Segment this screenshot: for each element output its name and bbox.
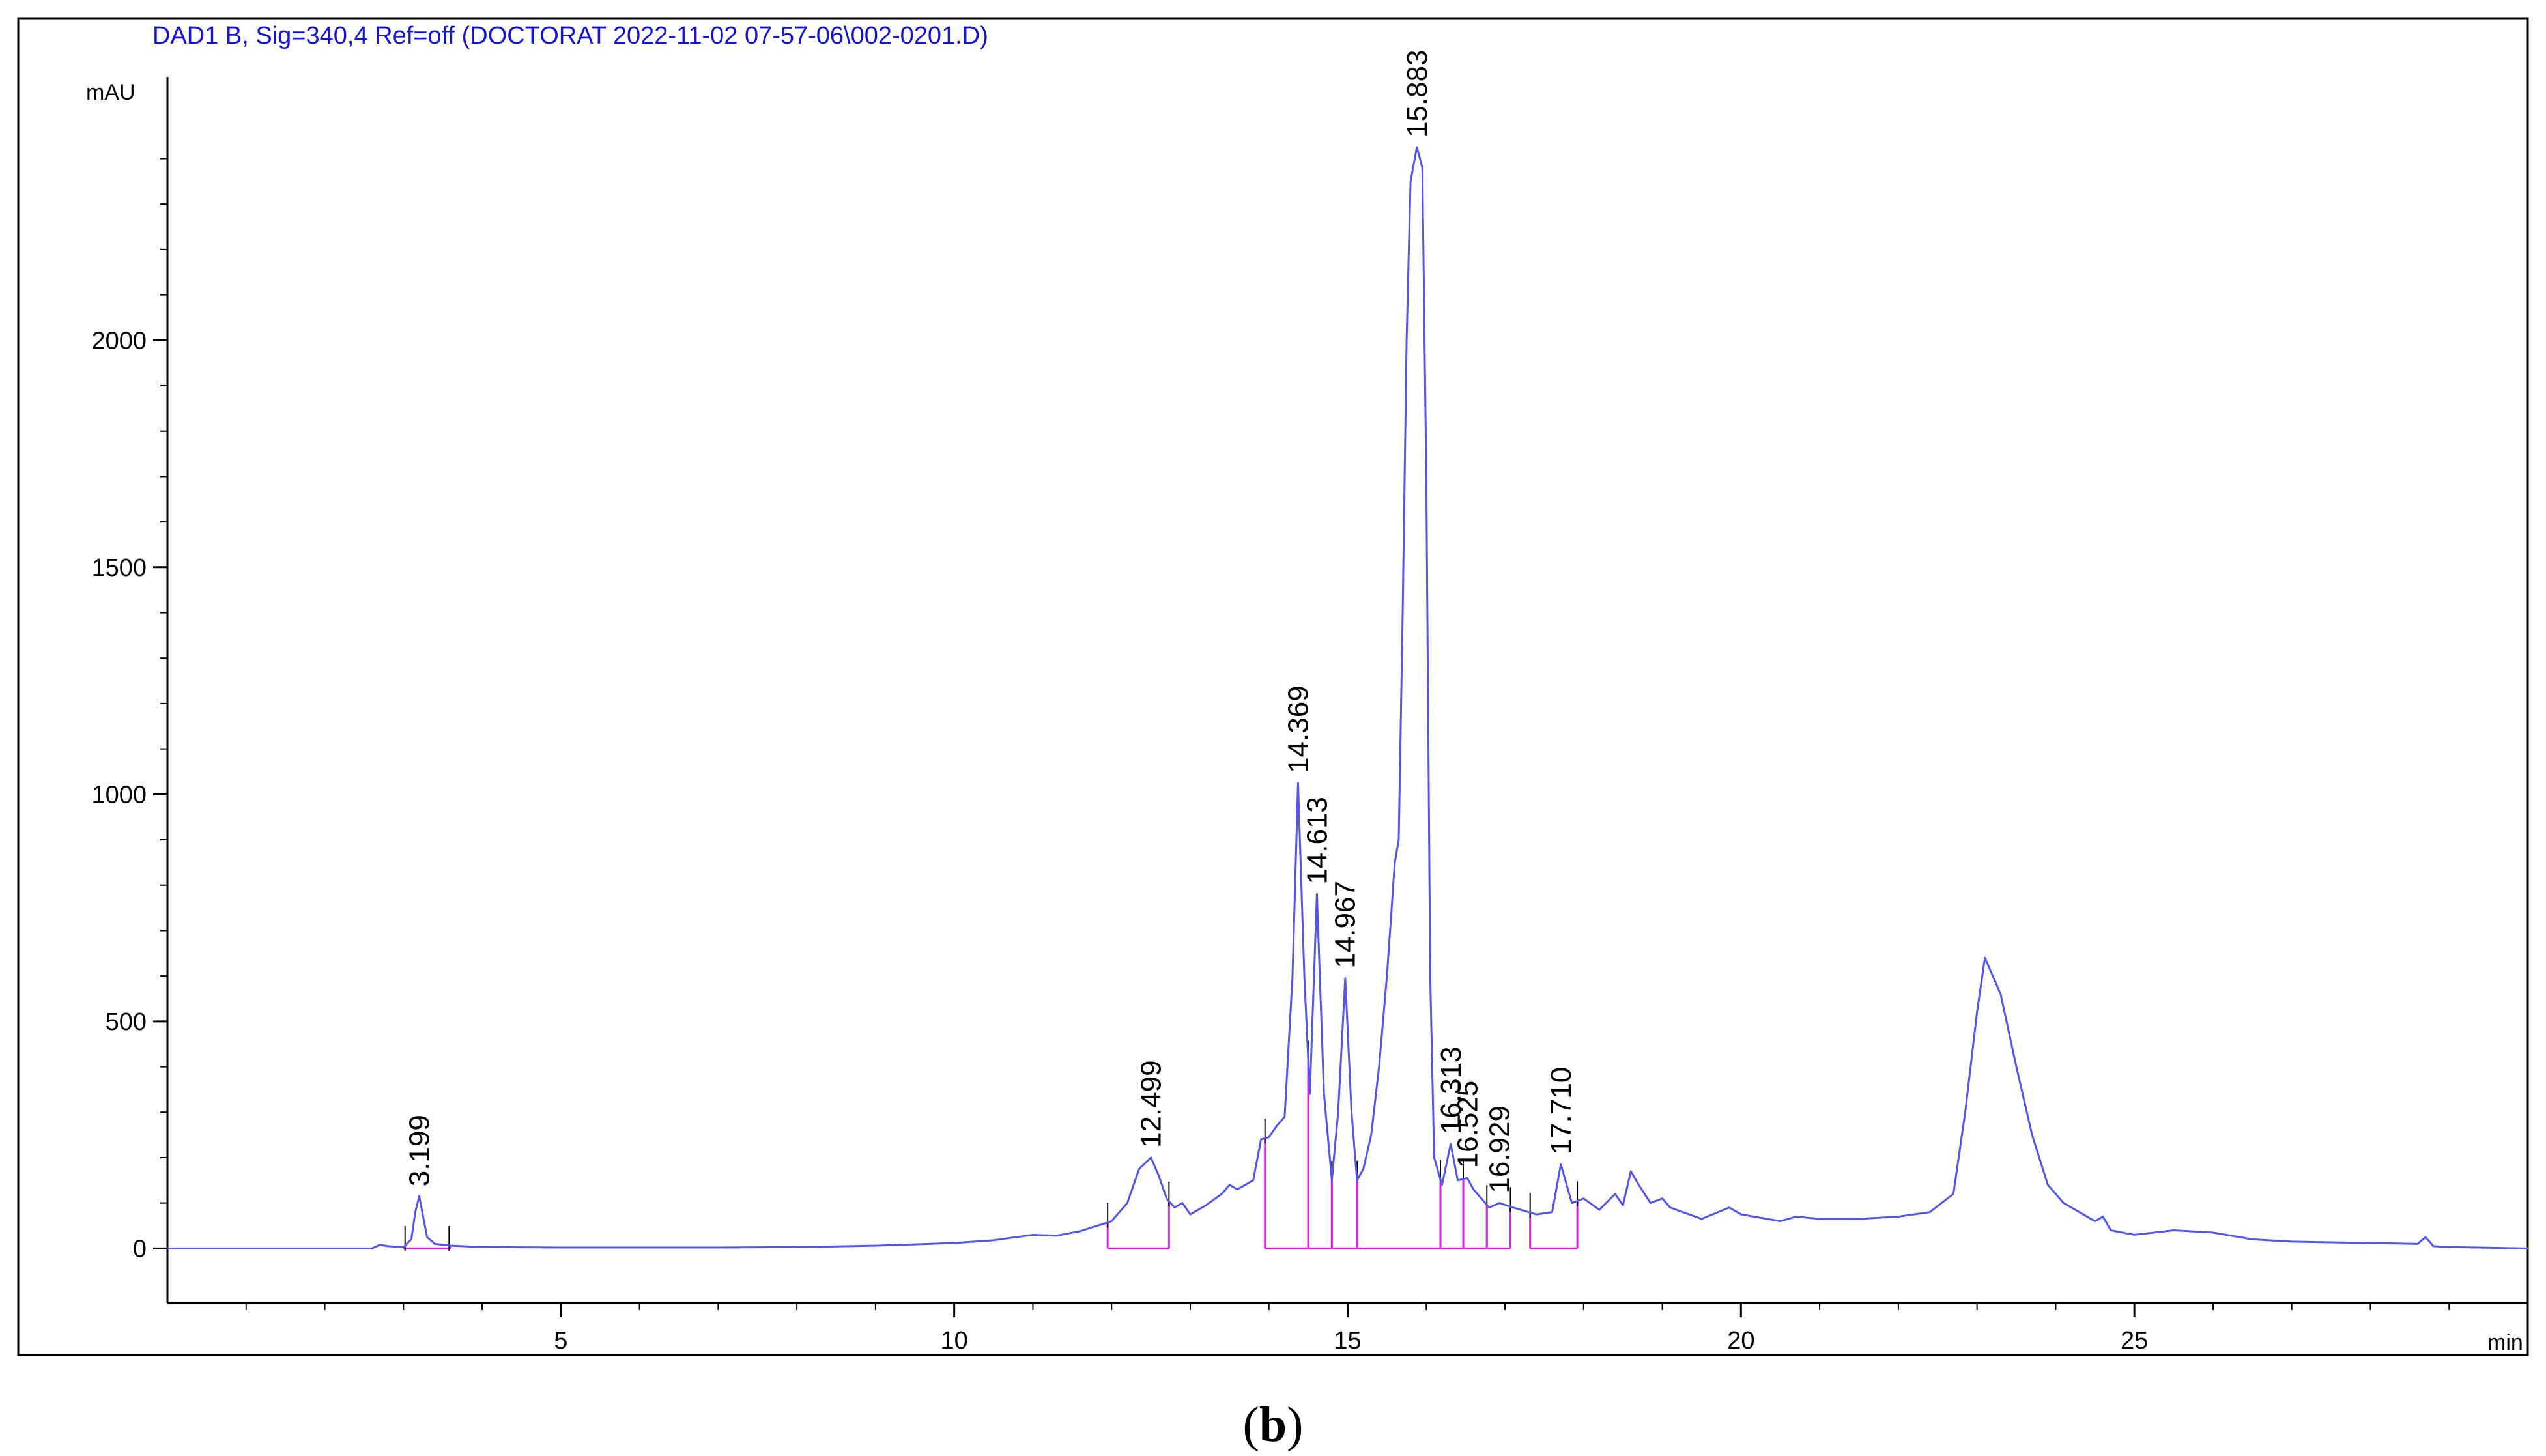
signal-title: DAD1 B, Sig=340,4 Ref=off (DOCTORAT 2022… (152, 22, 988, 50)
y-axis-ticks: 0 500 1000 1500 2000 (91, 158, 167, 1263)
panel-label-close: ) (1287, 1397, 1303, 1452)
x-tick-label: 5 (554, 1327, 567, 1354)
x-axis-unit: min (2487, 1330, 2523, 1355)
panel-label-letter: b (1259, 1397, 1287, 1452)
panel-label: (b) (1243, 1397, 1304, 1452)
peak-label: 12.499 (1135, 1060, 1167, 1148)
peak-label: 3.199 (403, 1115, 435, 1186)
y-tick-label: 500 (106, 1008, 147, 1036)
y-tick-label: 2000 (91, 327, 147, 354)
y-tick-label: 1500 (91, 554, 147, 582)
peak-label: 17.710 (1545, 1067, 1577, 1155)
x-tick-label: 15 (1334, 1327, 1361, 1354)
peak-label: 16.525 (1452, 1081, 1484, 1169)
x-tick-label: 20 (1727, 1327, 1754, 1354)
peak-label: 16.313 (1435, 1046, 1467, 1134)
peak-label: 16.929 (1483, 1106, 1515, 1193)
peak-label: 15.883 (1401, 50, 1433, 137)
peak-label: 14.613 (1302, 797, 1334, 885)
x-axis-ticks: 5 10 15 20 25 (245, 1303, 2450, 1354)
x-tick-label: 10 (941, 1327, 968, 1354)
x-tick-label: 25 (2121, 1327, 2148, 1354)
y-axis-unit: mAU (86, 80, 136, 105)
chromatogram-trace (167, 146, 2528, 1249)
y-tick-label: 0 (133, 1235, 147, 1263)
y-tick-label: 1000 (91, 781, 147, 808)
outer-frame (17, 17, 2529, 1356)
peak-label: 14.967 (1330, 881, 1362, 969)
panel-label-open: ( (1243, 1397, 1259, 1452)
integration-baselines (402, 1040, 1579, 1251)
peak-label: 14.369 (1282, 685, 1314, 773)
